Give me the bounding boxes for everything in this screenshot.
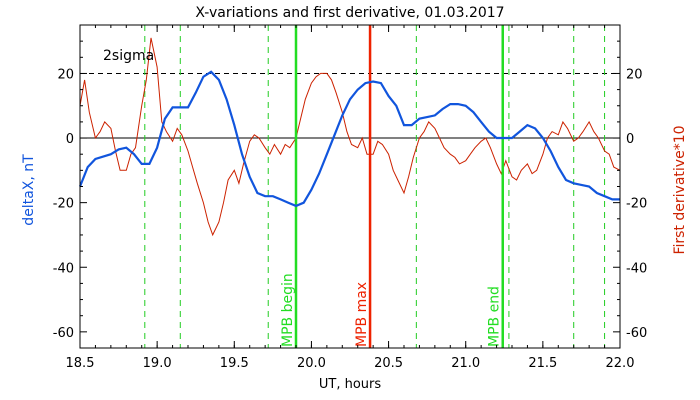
y-axis-label-right: First derivative*10 bbox=[672, 125, 688, 254]
mpb-marker-label: MPB end bbox=[487, 286, 503, 347]
sigma-label: 2sigma bbox=[103, 48, 154, 64]
y-axis-right: -60 -40 -20 0 20 bbox=[613, 40, 647, 341]
plot-area: MPB begin MPB max MPB end bbox=[78, 25, 621, 348]
y-tick-label-right: -60 bbox=[626, 326, 647, 341]
x-tick-label: 20.5 bbox=[374, 356, 403, 371]
y-axis-left: -60 -40 -20 0 20 bbox=[53, 40, 87, 341]
x-tick-label: 19.0 bbox=[143, 356, 172, 371]
chart-title: X-variations and first derivative, 01.03… bbox=[195, 5, 504, 21]
mpb-marker-label: MPB max bbox=[354, 282, 370, 347]
series-line-deltax bbox=[78, 70, 620, 208]
x-axis-label: UT, hours bbox=[319, 377, 381, 392]
x-tick-label: 21.0 bbox=[451, 356, 480, 371]
series-line-derivative bbox=[79, 37, 621, 237]
x-tick-label: 22.0 bbox=[606, 356, 635, 371]
y-tick-label-left: -60 bbox=[53, 326, 74, 341]
y-tick-label-right: 20 bbox=[626, 67, 643, 82]
y-tick-label-right: -40 bbox=[626, 261, 647, 276]
mpb-marker-label: MPB begin bbox=[280, 273, 296, 347]
y-tick-label-left: -40 bbox=[53, 261, 74, 276]
y-tick-label-right: -20 bbox=[626, 197, 647, 212]
y-tick-label-left: 0 bbox=[66, 132, 74, 147]
y-tick-label-left: 20 bbox=[57, 67, 74, 82]
y-tick-label-left: -20 bbox=[53, 197, 74, 212]
y-tick-label-right: 0 bbox=[626, 132, 634, 147]
y-axis-label-left: deltaX, nT bbox=[21, 154, 37, 226]
x-tick-label: 19.5 bbox=[220, 356, 249, 371]
x-axis: 18.5 19.0 19.5 20.0 20.5 21.0 21.5 22.0 bbox=[66, 25, 635, 371]
x-tick-label: 18.5 bbox=[66, 356, 95, 371]
x-tick-label: 20.0 bbox=[297, 356, 326, 371]
x-tick-label: 21.5 bbox=[528, 356, 557, 371]
